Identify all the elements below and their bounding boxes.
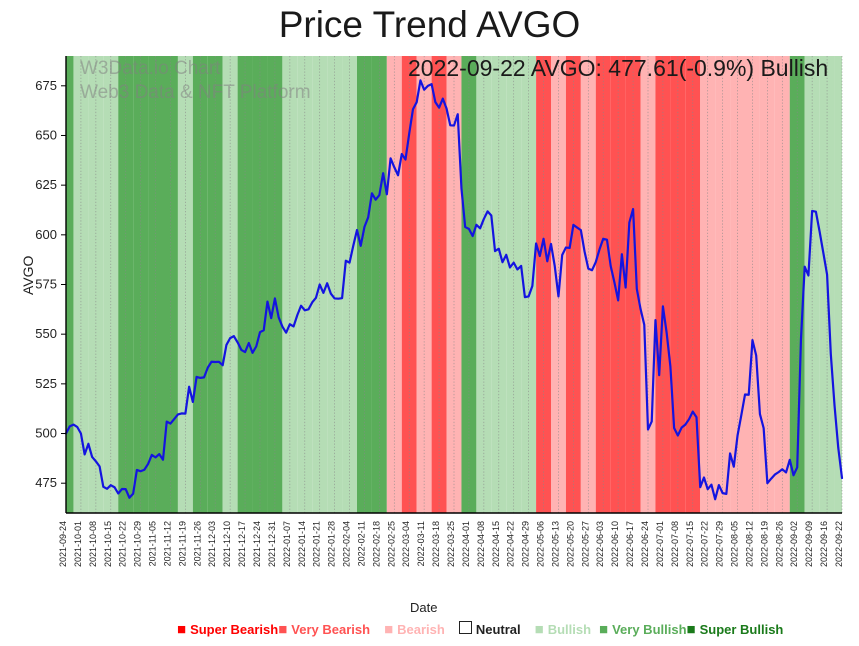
svg-text:2022-08-19: 2022-08-19 bbox=[759, 521, 769, 567]
svg-text:2022-08-05: 2022-08-05 bbox=[730, 521, 740, 567]
svg-text:625: 625 bbox=[35, 177, 57, 192]
svg-text:2022-09-16: 2022-09-16 bbox=[819, 521, 829, 567]
svg-text:2021-12-17: 2021-12-17 bbox=[237, 521, 247, 567]
svg-text:525: 525 bbox=[35, 376, 57, 391]
svg-text:650: 650 bbox=[35, 127, 57, 142]
svg-text:2021-09-24: 2021-09-24 bbox=[58, 521, 68, 567]
svg-text:2022-02-18: 2022-02-18 bbox=[371, 521, 381, 567]
svg-text:2022-04-22: 2022-04-22 bbox=[506, 521, 516, 567]
svg-text:2022-03-11: 2022-03-11 bbox=[416, 521, 426, 566]
svg-text:2022-06-10: 2022-06-10 bbox=[610, 521, 620, 567]
svg-text:2022-02-25: 2022-02-25 bbox=[386, 521, 396, 567]
svg-text:2022-01-07: 2022-01-07 bbox=[282, 521, 292, 567]
svg-text:2022-04-15: 2022-04-15 bbox=[491, 521, 501, 567]
svg-text:2021-12-10: 2021-12-10 bbox=[222, 521, 232, 567]
svg-text:2021-11-05: 2021-11-05 bbox=[148, 521, 158, 566]
svg-text:2022-09-09: 2022-09-09 bbox=[804, 521, 814, 567]
svg-text:2022-07-15: 2022-07-15 bbox=[685, 521, 695, 567]
svg-text:475: 475 bbox=[35, 475, 57, 490]
svg-text:2022-01-21: 2022-01-21 bbox=[312, 521, 322, 567]
svg-text:2022-04-01: 2022-04-01 bbox=[461, 521, 471, 567]
svg-text:2022-07-22: 2022-07-22 bbox=[700, 521, 710, 567]
svg-text:2022-05-06: 2022-05-06 bbox=[536, 521, 546, 567]
svg-text:550: 550 bbox=[35, 326, 57, 341]
svg-text:2022-03-04: 2022-03-04 bbox=[401, 521, 411, 567]
svg-text:2022-08-12: 2022-08-12 bbox=[744, 521, 754, 567]
svg-text:2021-11-26: 2021-11-26 bbox=[192, 521, 202, 566]
svg-text:2022-06-24: 2022-06-24 bbox=[640, 521, 650, 567]
svg-text:2021-10-22: 2021-10-22 bbox=[118, 521, 128, 567]
svg-text:675: 675 bbox=[35, 78, 57, 93]
svg-text:2022-09-22: 2022-09-22 bbox=[834, 521, 844, 567]
svg-text:2021-12-03: 2021-12-03 bbox=[207, 521, 217, 567]
svg-text:2022-04-08: 2022-04-08 bbox=[476, 521, 486, 567]
svg-text:2022-07-29: 2022-07-29 bbox=[715, 521, 725, 567]
svg-text:2022-09-02: 2022-09-02 bbox=[789, 521, 799, 567]
svg-text:2022-02-04: 2022-02-04 bbox=[342, 521, 352, 567]
svg-text:600: 600 bbox=[35, 227, 57, 242]
svg-text:500: 500 bbox=[35, 426, 57, 441]
svg-text:2022-07-01: 2022-07-01 bbox=[655, 521, 665, 567]
svg-text:2022-06-03: 2022-06-03 bbox=[595, 521, 605, 567]
svg-text:2021-10-15: 2021-10-15 bbox=[103, 521, 113, 567]
svg-text:2021-12-24: 2021-12-24 bbox=[252, 521, 262, 567]
svg-text:2021-10-01: 2021-10-01 bbox=[73, 521, 83, 567]
svg-text:2022-04-29: 2022-04-29 bbox=[521, 521, 531, 567]
svg-text:2022-05-27: 2022-05-27 bbox=[580, 521, 590, 567]
svg-text:2022-06-17: 2022-06-17 bbox=[625, 521, 635, 567]
svg-text:2021-12-31: 2021-12-31 bbox=[267, 521, 277, 567]
svg-text:2022-07-08: 2022-07-08 bbox=[670, 521, 680, 567]
svg-text:2022-01-14: 2022-01-14 bbox=[297, 521, 307, 567]
svg-text:2021-11-12: 2021-11-12 bbox=[162, 521, 172, 566]
svg-text:2021-10-29: 2021-10-29 bbox=[133, 521, 143, 567]
svg-text:2022-03-25: 2022-03-25 bbox=[446, 521, 456, 567]
svg-text:2022-05-13: 2022-05-13 bbox=[550, 521, 560, 567]
svg-text:2022-02-11: 2022-02-11 bbox=[356, 521, 366, 566]
svg-text:2021-10-08: 2021-10-08 bbox=[88, 521, 98, 567]
svg-text:2021-11-19: 2021-11-19 bbox=[177, 521, 187, 566]
svg-text:2022-03-18: 2022-03-18 bbox=[431, 521, 441, 567]
svg-text:2022-08-26: 2022-08-26 bbox=[774, 521, 784, 567]
svg-text:2022-05-20: 2022-05-20 bbox=[565, 521, 575, 567]
svg-text:2022-01-28: 2022-01-28 bbox=[327, 521, 337, 567]
svg-text:575: 575 bbox=[35, 277, 57, 292]
